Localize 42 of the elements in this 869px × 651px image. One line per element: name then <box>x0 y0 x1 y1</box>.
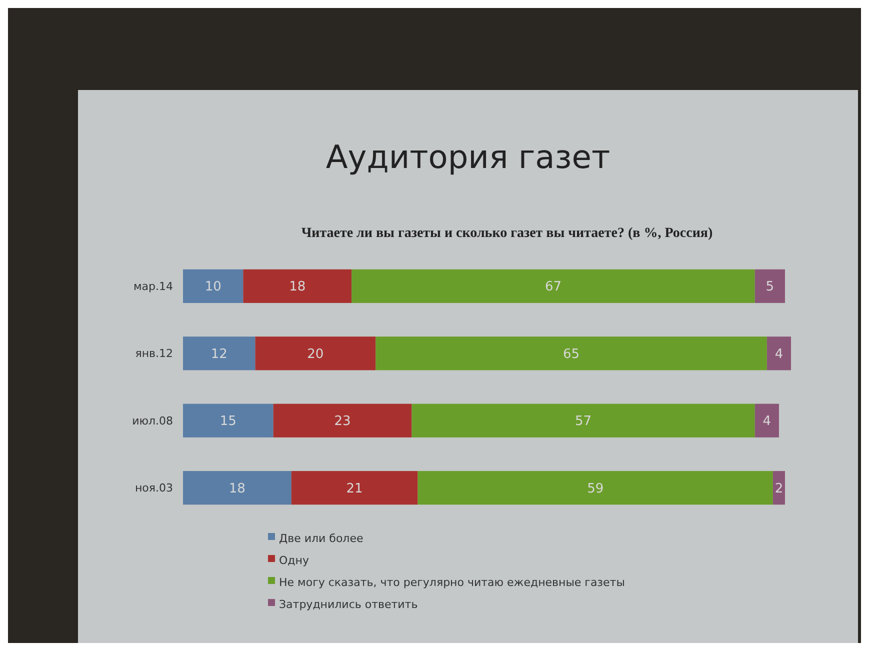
data-label: 18 <box>228 481 246 496</box>
data-label: 65 <box>563 346 580 362</box>
chart-title: Аудитория газет <box>326 138 610 176</box>
bar <box>412 404 755 438</box>
bar <box>772 471 785 505</box>
data-label: 21 <box>346 481 363 496</box>
data-label: 18 <box>289 280 306 295</box>
bar <box>376 336 767 370</box>
data-label: 2 <box>774 481 784 496</box>
bar <box>243 269 352 303</box>
bar <box>183 269 244 303</box>
bar <box>273 404 412 438</box>
data-label: 20 <box>307 346 324 362</box>
data-label: 59 <box>587 481 604 496</box>
bar <box>291 471 418 505</box>
y-tick-label: июл.08 <box>132 414 173 428</box>
legend-label: Затруднились ответить <box>279 598 418 611</box>
bar <box>352 269 755 303</box>
data-label: 23 <box>334 414 351 430</box>
data-label: 15 <box>220 414 236 430</box>
bar <box>754 269 785 303</box>
bar <box>418 471 773 505</box>
data-label: 4 <box>762 414 772 430</box>
y-tick-label: янв.12 <box>135 347 173 360</box>
chart-subtitle: Читаете ли вы газеты и сколько газет вы читаете? (в %, Россия) <box>301 226 713 241</box>
data-label: 4 <box>774 346 784 362</box>
bar <box>183 471 292 505</box>
data-label: 57 <box>575 414 592 430</box>
data-label: 10 <box>204 280 222 295</box>
bar <box>255 336 376 370</box>
bar <box>183 404 274 438</box>
y-tick-label: ноя.03 <box>134 482 173 495</box>
bar <box>183 336 256 370</box>
legend-label: Одну <box>279 554 310 567</box>
legend-label: Не могу сказать, что регулярно читаю ежедневные газеты <box>279 576 625 589</box>
bar <box>754 404 779 438</box>
bar <box>766 336 791 370</box>
data-label: 12 <box>210 346 228 362</box>
y-tick-label: мар.14 <box>133 280 173 294</box>
data-label: 67 <box>544 280 562 295</box>
data-label: 5 <box>766 280 774 295</box>
legend-label: Две или более <box>279 532 364 545</box>
